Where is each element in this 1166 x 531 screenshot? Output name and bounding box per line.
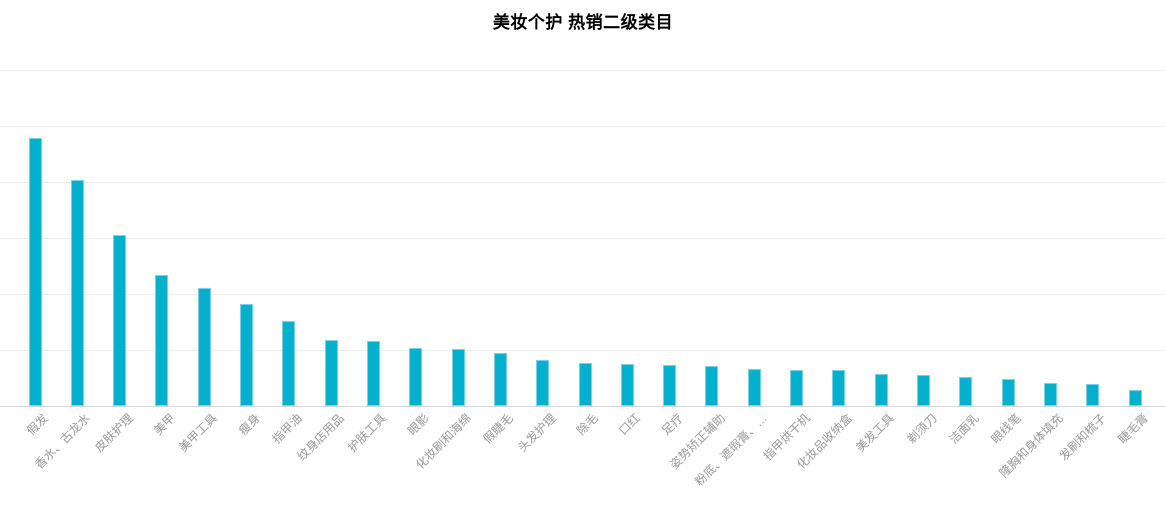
bar[interactable] [240, 304, 253, 406]
bar[interactable] [1129, 390, 1142, 406]
gridline [0, 294, 1166, 295]
x-axis-label: 眼线笔 [988, 411, 1024, 447]
bar[interactable] [113, 235, 126, 406]
bar[interactable] [875, 374, 888, 406]
gridline [0, 350, 1166, 351]
bar[interactable] [325, 340, 338, 406]
bar[interactable] [536, 360, 549, 406]
x-axis-label: 美发工具 [853, 411, 897, 455]
bar[interactable] [748, 369, 761, 406]
bar[interactable] [282, 321, 295, 406]
bar[interactable] [959, 377, 972, 406]
chart-title: 美妆个护 热销二级类目 [492, 13, 674, 32]
x-axis-label: 瘦身 [236, 411, 263, 438]
bar[interactable] [29, 138, 42, 406]
bar[interactable] [409, 348, 422, 406]
x-axis-label: 眼影 [405, 411, 432, 438]
x-axis-line [0, 406, 1166, 407]
bar[interactable] [790, 370, 803, 406]
bar[interactable] [1002, 379, 1015, 406]
bar[interactable] [198, 288, 211, 406]
x-axis-label: 护肤工具 [345, 411, 389, 455]
x-axis-label: 指甲油 [269, 411, 305, 447]
x-axis-label: 美甲 [151, 411, 178, 438]
x-axis-label: 粉底、遮瑕膏、… [692, 411, 770, 489]
x-axis-label: 头发护理 [515, 411, 559, 455]
bar[interactable] [705, 366, 718, 406]
bar[interactable] [155, 275, 168, 406]
bar[interactable] [1086, 384, 1099, 406]
bar[interactable] [452, 349, 465, 406]
x-axis-label: 假睫毛 [480, 411, 516, 447]
bar[interactable] [367, 341, 380, 406]
bar[interactable] [663, 365, 676, 406]
x-axis-label: 口红 [616, 411, 643, 438]
x-axis-label: 假发 [24, 411, 51, 438]
bar[interactable] [832, 370, 845, 406]
bar[interactable] [494, 353, 507, 406]
bar[interactable] [917, 375, 930, 406]
x-axis-label: 睫毛膏 [1115, 411, 1151, 447]
x-axis-label: 足疗 [659, 411, 686, 438]
gridline [0, 182, 1166, 183]
gridline [0, 126, 1166, 127]
x-axis-label: 剃须刀 [904, 411, 940, 447]
gridline [0, 70, 1166, 71]
bar[interactable] [621, 364, 634, 406]
x-axis-label: 美甲工具 [176, 411, 220, 455]
x-axis-label: 皮肤护理 [92, 411, 136, 455]
x-axis-label: 除毛 [574, 411, 601, 438]
bar[interactable] [71, 180, 84, 406]
bar[interactable] [579, 363, 592, 406]
x-axis-label: 洁面乳 [946, 411, 982, 447]
bar[interactable] [1044, 383, 1057, 406]
gridline [0, 238, 1166, 239]
